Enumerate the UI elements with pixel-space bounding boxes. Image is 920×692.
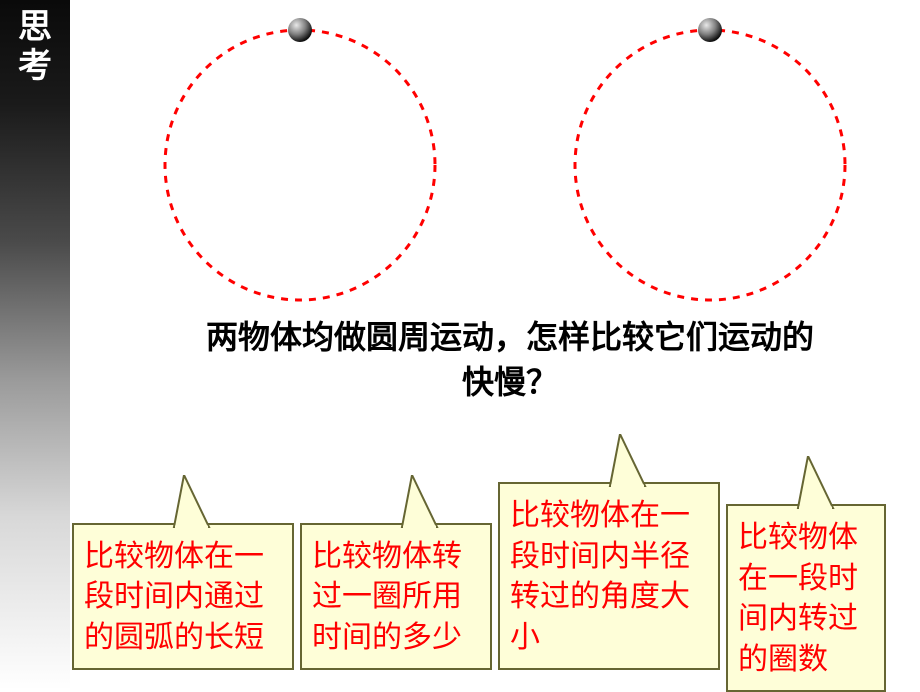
right-orbit bbox=[575, 30, 845, 300]
right-circle-group bbox=[560, 10, 860, 325]
question-line2: 快慢？ bbox=[462, 364, 558, 400]
bubble-1-tail bbox=[164, 475, 224, 535]
question-text: 两物体均做圆周运动，怎样比较它们运动的 快慢？ bbox=[120, 315, 900, 405]
bubble-4-tail bbox=[788, 456, 848, 516]
left-orbit bbox=[165, 30, 435, 300]
bubble-2-tail bbox=[392, 475, 452, 535]
sidebar-char-1: 思 bbox=[0, 8, 70, 47]
bubble-1-text: 比较物体在一段时间内通过的圆弧的长短 bbox=[84, 540, 264, 654]
bubble-3-text: 比较物体在一段时间内半径转过的角度大小 bbox=[510, 499, 690, 654]
sidebar-title: 思 考 bbox=[0, 0, 70, 86]
sidebar: 思 考 bbox=[0, 0, 70, 690]
left-circle-svg bbox=[150, 10, 450, 320]
bubble-4: 比较物体在一段时间内转过的圈数 bbox=[726, 504, 886, 692]
bubble-3: 比较物体在一段时间内半径转过的角度大小 bbox=[498, 482, 720, 670]
right-ball bbox=[698, 18, 722, 42]
left-ball bbox=[288, 18, 312, 42]
sidebar-char-2: 考 bbox=[0, 47, 70, 86]
diagram-area bbox=[70, 0, 920, 330]
bubble-2-text: 比较物体转过一圈所用时间的多少 bbox=[312, 540, 462, 654]
bubbles-row: 比较物体在一段时间内通过的圆弧的长短 比较物体转过一圈所用时间的多少 比较物体在… bbox=[70, 410, 920, 690]
bubble-1: 比较物体在一段时间内通过的圆弧的长短 bbox=[72, 523, 294, 671]
bubble-4-text: 比较物体在一段时间内转过的圈数 bbox=[738, 521, 858, 676]
question-line1: 两物体均做圆周运动，怎样比较它们运动的 bbox=[206, 319, 814, 355]
left-circle-group bbox=[150, 10, 450, 325]
right-circle-svg bbox=[560, 10, 860, 320]
bubble-2: 比较物体转过一圈所用时间的多少 bbox=[300, 523, 492, 671]
bubble-3-tail bbox=[600, 434, 660, 494]
